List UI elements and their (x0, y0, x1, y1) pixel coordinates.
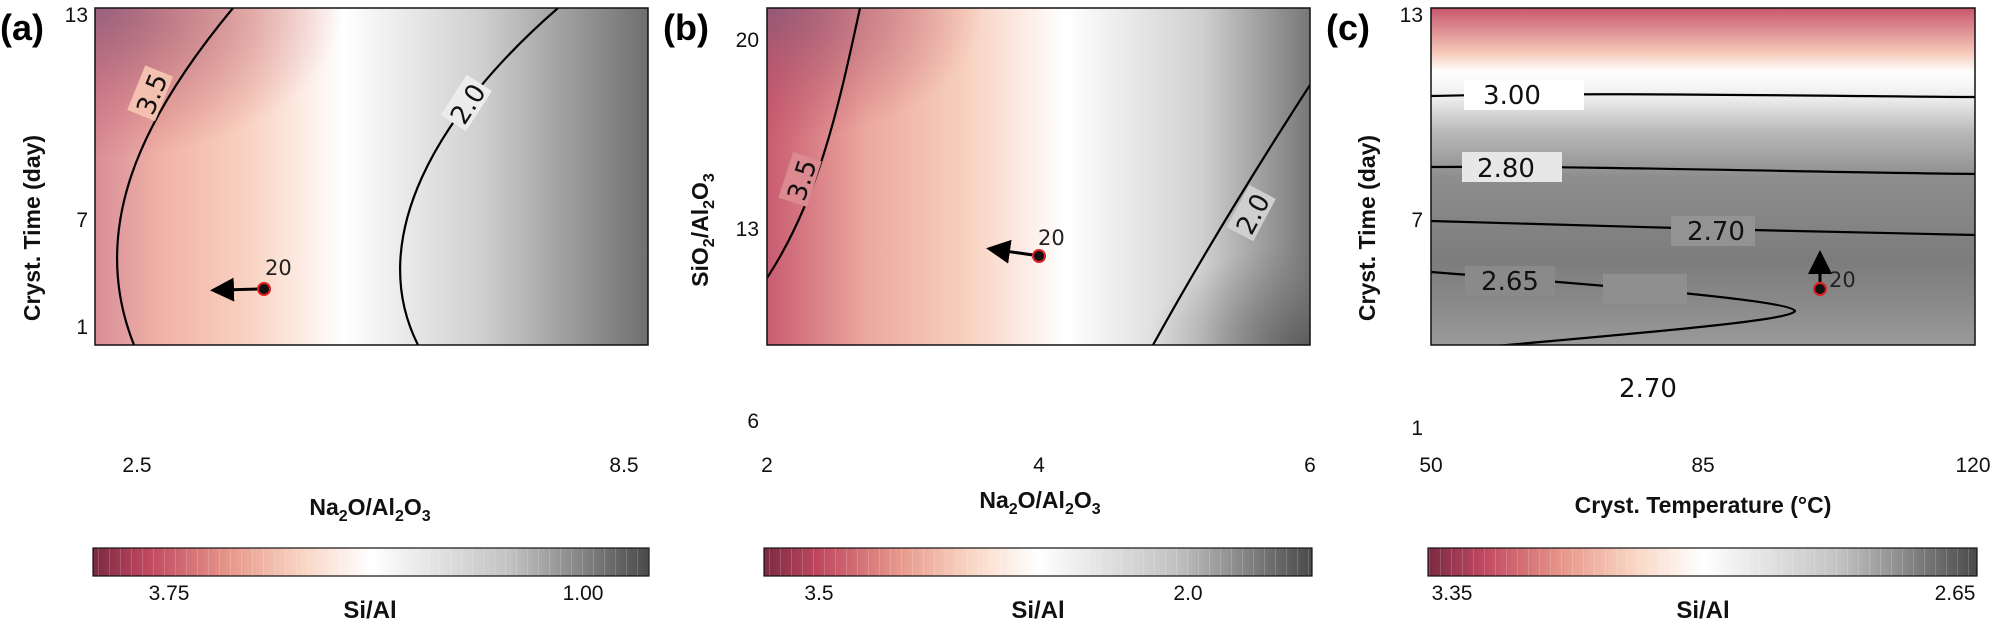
panel-label-a: (a) (0, 7, 44, 48)
contour-label-c-1-bg (1464, 80, 1584, 110)
colorbar-a-steps (93, 548, 649, 576)
panel-a: (a) 3.5 2.0 20 13 7 1 2.5 8.5 Na2O/Al2O3… (0, 4, 650, 624)
contour-a-2.0 (399, 8, 559, 345)
contour-b-2.0 (1152, 84, 1310, 345)
x-tick-c-120: 120 (1955, 454, 1990, 477)
heatmap-b-corner2 (767, 8, 1310, 345)
x-tick-a-2.5: 2.5 (122, 454, 151, 477)
colorbar-a-min-label: 3.75 (149, 582, 190, 605)
heatmap-b (767, 8, 1310, 345)
x-tick-a-8.5: 8.5 (609, 454, 638, 477)
plot-frame-a (94, 7, 649, 346)
arrow-a (210, 277, 259, 302)
x-tick-c-85: 85 (1691, 454, 1714, 477)
point-label-c: 20 (1829, 268, 1856, 292)
colorbar-c-title: Si/Al (1676, 597, 1729, 624)
colorbar-a-max-label: 1.00 (563, 582, 604, 605)
colorbar-b-title: Si/Al (1011, 597, 1064, 624)
plot-frame-b (766, 7, 1311, 346)
colorbar-b-frame (763, 547, 1313, 577)
panel-c: (c) 3.00 2.80 2.70 2.65 2.70 20 13 7 1 5… (1326, 4, 1991, 624)
colorbar-a: 3.75 1.00 Si/Al (92, 547, 650, 624)
data-point-c (1813, 282, 1827, 296)
contour-label-c-5-bg (1603, 274, 1687, 304)
panel-b: (b) 3.5 2.0 20 20 13 6 2 4 6 Na2O/Al2O3 (663, 7, 1316, 624)
colorbar-c-frame (1427, 547, 1978, 577)
heatmap-a (95, 8, 648, 345)
contour-a-3.5 (115, 8, 234, 345)
y-tick-b-20: 20 (736, 29, 759, 52)
y-tick-b-6: 6 (747, 410, 759, 433)
x-axis-title-a: Na2O/Al2O3 (309, 494, 430, 525)
y-tick-a-13: 13 (65, 4, 88, 27)
contour-label-c-3-bg (1671, 216, 1755, 246)
y-axis-title-a: Cryst. Time (day) (19, 135, 45, 321)
x-tick-b-4: 4 (1033, 454, 1045, 477)
x-tick-c-50: 50 (1419, 454, 1442, 477)
arrow-b (986, 239, 1034, 264)
colorbar-a-title: Si/Al (343, 597, 396, 624)
panel-label-c: (c) (1326, 7, 1370, 48)
y-axis-title-b: SiO2/Al2O3 (687, 173, 718, 287)
colorbar-c-steps (1428, 548, 1977, 576)
contour-label-c-2: 2.80 (1477, 154, 1535, 184)
x-axis-title-b: Na2O/Al2O3 (979, 487, 1100, 518)
panel-label-b: (b) (663, 7, 709, 48)
heatmap-a-corner (95, 8, 648, 345)
y-tick-a-1: 1 (76, 316, 88, 339)
y-tick-b-13: 13 (736, 218, 759, 241)
data-point-a (257, 282, 271, 296)
y-tick-c-7: 7 (1411, 209, 1423, 232)
x-tick-b-2: 2 (761, 454, 773, 477)
contour-b-3.5 (767, 8, 862, 279)
point-label-a: 20 (265, 256, 292, 280)
y-axis-title-c: Cryst. Time (day) (1354, 135, 1380, 321)
contour-label-c-5: 2.70 (1619, 374, 1677, 404)
contour-c-2.65 (1431, 270, 1797, 345)
colorbar-b-min-label: 3.5 (804, 582, 833, 605)
colorbar-b: 3.5 2.0 Si/Al (763, 547, 1313, 624)
contour-c-2.70-lower (1431, 394, 1975, 402)
contour-label-c-3: 2.70 (1687, 217, 1745, 247)
plot-frame-c (1430, 7, 1976, 346)
y-tick-a-7: 7 (76, 209, 88, 232)
contour-label-c-1: 3.00 (1483, 81, 1541, 111)
colorbar-b-max-label: 2.0 (1173, 582, 1202, 605)
colorbar-c: 3.35 2.65 Si/Al (1427, 547, 1978, 624)
contour-label-c-4-bg (1465, 266, 1555, 296)
point-label-b: 20 (1038, 226, 1065, 250)
contour-label-c-2-bg (1462, 152, 1562, 182)
data-point-b (1032, 249, 1046, 263)
x-axis-title-c: Cryst. Temperature (°C) (1575, 492, 1832, 518)
colorbar-b-steps (764, 548, 1312, 576)
colorbar-c-max-label: 2.65 (1935, 582, 1976, 605)
x-tick-b-6: 6 (1304, 454, 1316, 477)
y-tick-c-1: 1 (1411, 417, 1423, 440)
colorbar-c-min-label: 3.35 (1432, 582, 1473, 605)
colorbar-a-frame (92, 547, 650, 577)
contour-label-c-4: 2.65 (1481, 267, 1539, 297)
y-tick-c-13: 13 (1400, 4, 1423, 27)
